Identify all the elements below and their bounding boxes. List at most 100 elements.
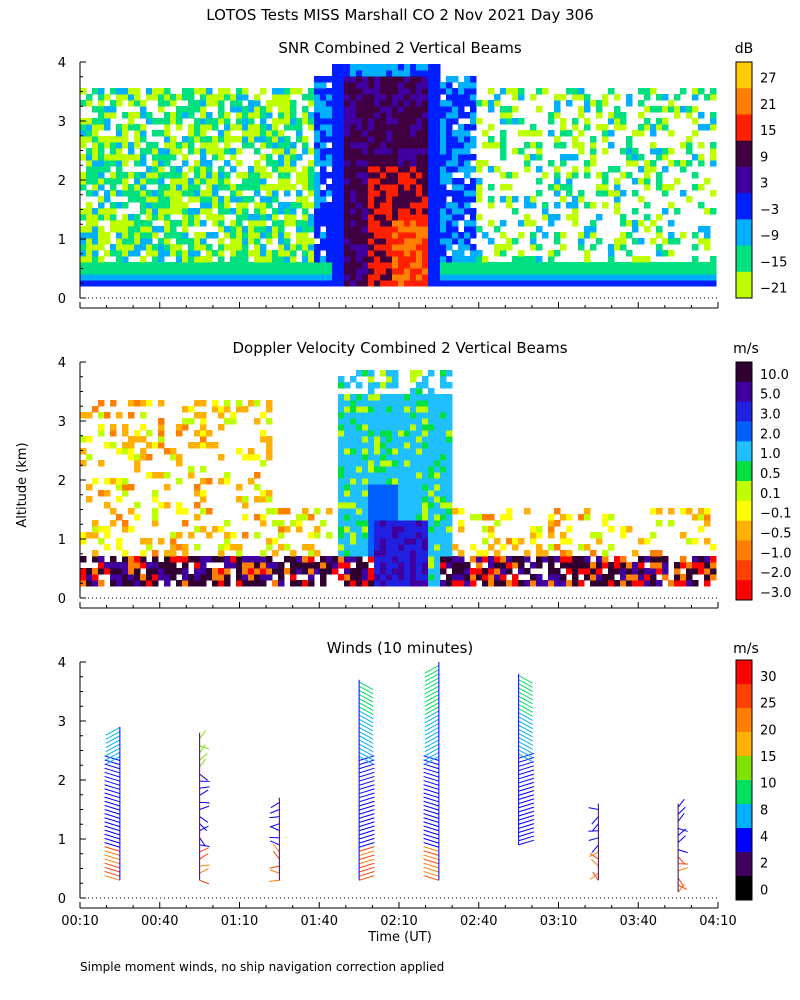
doppler-cell — [158, 442, 165, 449]
snr-cell — [404, 100, 411, 107]
panel-title-snr: SNR Combined 2 Vertical Beams — [278, 39, 521, 57]
snr-cell — [260, 202, 267, 209]
wind-barb — [272, 843, 280, 853]
snr-cell — [152, 208, 159, 215]
wind-barb — [518, 741, 533, 750]
snr-cell — [284, 220, 291, 227]
doppler-cell — [284, 508, 291, 515]
snr-cell — [128, 184, 135, 191]
wind-barb — [424, 689, 440, 699]
snr-cell — [302, 196, 309, 203]
doppler-cell — [578, 568, 585, 575]
snr-cell — [122, 190, 129, 197]
snr-cell — [404, 250, 411, 257]
snr-cell — [302, 136, 309, 143]
doppler-cell — [422, 550, 429, 557]
doppler-cell — [92, 550, 99, 557]
snr-cell — [602, 190, 609, 197]
wind-barb — [518, 786, 535, 792]
figure-title: LOTOS Tests MISS Marshall CO 2 Nov 2021 … — [206, 6, 593, 24]
snr-cell — [524, 262, 531, 269]
snr-cell — [332, 148, 339, 155]
snr-cell — [290, 148, 297, 155]
snr-cell — [206, 256, 213, 263]
doppler-cell — [350, 442, 357, 449]
snr-cell — [398, 220, 405, 227]
doppler-cell — [482, 550, 489, 557]
snr-cell — [344, 154, 351, 161]
snr-cell — [446, 154, 453, 161]
snr-cell — [368, 196, 375, 203]
snr-cell — [92, 136, 99, 143]
snr-cell — [158, 202, 165, 209]
snr-cell — [320, 208, 327, 215]
doppler-cell — [428, 550, 435, 557]
snr-cell — [140, 136, 147, 143]
snr-cell — [194, 172, 201, 179]
doppler-cell — [452, 556, 459, 563]
snr-cell — [398, 250, 405, 257]
snr-cell — [242, 136, 249, 143]
snr-cell — [644, 202, 651, 209]
snr-cell — [602, 94, 609, 101]
doppler-cell — [122, 568, 129, 575]
snr-cell — [470, 262, 477, 269]
snr-cell — [134, 232, 141, 239]
snr-cell — [146, 172, 153, 179]
doppler-cell — [428, 454, 435, 461]
snr-cell — [374, 124, 381, 131]
snr-cell — [146, 166, 153, 173]
snr-cell — [164, 118, 171, 125]
snr-cell — [260, 166, 267, 173]
doppler-cell — [416, 574, 423, 581]
snr-cell — [182, 280, 189, 287]
wind-barb — [104, 796, 121, 803]
doppler-cell — [392, 520, 399, 527]
snr-cell — [452, 226, 459, 233]
doppler-cell — [302, 544, 309, 551]
snr-cell — [224, 124, 231, 131]
snr-cell — [308, 220, 315, 227]
doppler-cell — [446, 418, 453, 425]
snr-cell — [182, 220, 189, 227]
doppler-cell — [398, 544, 405, 551]
snr-cell — [176, 208, 183, 215]
snr-cell — [158, 214, 165, 221]
snr-cell — [350, 208, 357, 215]
snr-cell — [98, 214, 105, 221]
snr-cell — [320, 166, 327, 173]
doppler-cell — [380, 520, 387, 527]
snr-cell — [368, 70, 375, 77]
snr-cell — [110, 184, 117, 191]
snr-cell — [296, 178, 303, 185]
snr-cell — [350, 100, 357, 107]
snr-cell — [218, 238, 225, 245]
snr-cell — [416, 232, 423, 239]
snr-cell — [638, 100, 645, 107]
snr-cell — [440, 148, 447, 155]
wind-barb — [518, 765, 535, 772]
snr-cell — [284, 268, 291, 275]
snr-cell — [92, 178, 99, 185]
snr-cell — [308, 100, 315, 107]
doppler-cell — [422, 382, 429, 389]
snr-cell — [602, 280, 609, 287]
snr-cell — [200, 130, 207, 137]
snr-cell — [272, 94, 279, 101]
snr-cell — [284, 148, 291, 155]
snr-cell — [158, 154, 165, 161]
doppler-cell — [446, 472, 453, 479]
doppler-cell — [380, 490, 387, 497]
snr-cell — [140, 268, 147, 275]
doppler-cell — [686, 562, 693, 569]
doppler-cell — [536, 562, 543, 569]
snr-cell — [662, 124, 669, 131]
snr-cell — [92, 208, 99, 215]
snr-cell — [86, 190, 93, 197]
snr-cell — [86, 160, 93, 167]
snr-cell — [710, 280, 717, 287]
doppler-cell — [356, 508, 363, 515]
snr-cell — [344, 190, 351, 197]
snr-cell — [398, 256, 405, 263]
doppler-cell — [368, 400, 375, 407]
